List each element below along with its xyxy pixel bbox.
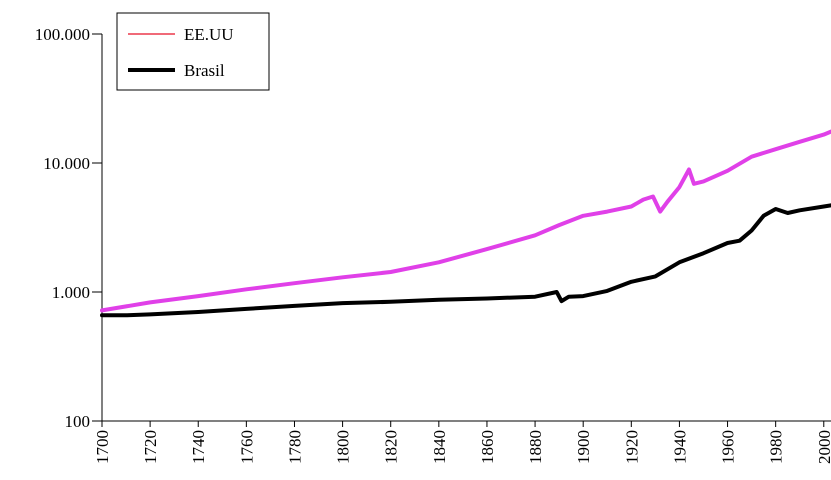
- legend-label-eeuu: EE.UU: [184, 25, 234, 44]
- x-tick-label: 1780: [285, 430, 304, 464]
- x-tick-label: 1880: [526, 430, 545, 464]
- y-tick-label: 100.000: [35, 25, 90, 44]
- x-tick-label: 1700: [93, 430, 112, 464]
- legend: EE.UU Brasil: [116, 12, 270, 91]
- x-tick-label: 1920: [622, 430, 641, 464]
- x-tick-label: 1800: [334, 430, 353, 464]
- x-tick-label: 1760: [237, 430, 256, 464]
- y-tick-label: 1.000: [52, 283, 90, 302]
- axes: 100 1.000 10.000 100.000 1700 1720 1740 1760 178…: [35, 25, 831, 464]
- x-tick-label: 2000: [815, 430, 831, 464]
- x-tick-label: 1860: [478, 430, 497, 464]
- series-line-1: [100, 203, 831, 318]
- x-tick-label: 1900: [574, 430, 593, 464]
- x-tick-label: 1940: [670, 430, 689, 464]
- x-tick-label: 1960: [719, 430, 738, 464]
- y-tick-label: 100: [65, 412, 91, 431]
- y-tick-label: 10.000: [43, 154, 90, 173]
- x-tick-label: 1720: [141, 430, 160, 464]
- x-tick-label: 1740: [189, 430, 208, 464]
- series-line-0: [100, 129, 831, 313]
- x-tick-label: 1820: [382, 430, 401, 464]
- x-tick-label: 1980: [767, 430, 786, 464]
- legend-label-brasil: Brasil: [184, 61, 225, 80]
- series-layer: [100, 129, 831, 318]
- legend-box: [116, 12, 270, 91]
- x-tick-label: 1840: [430, 430, 449, 464]
